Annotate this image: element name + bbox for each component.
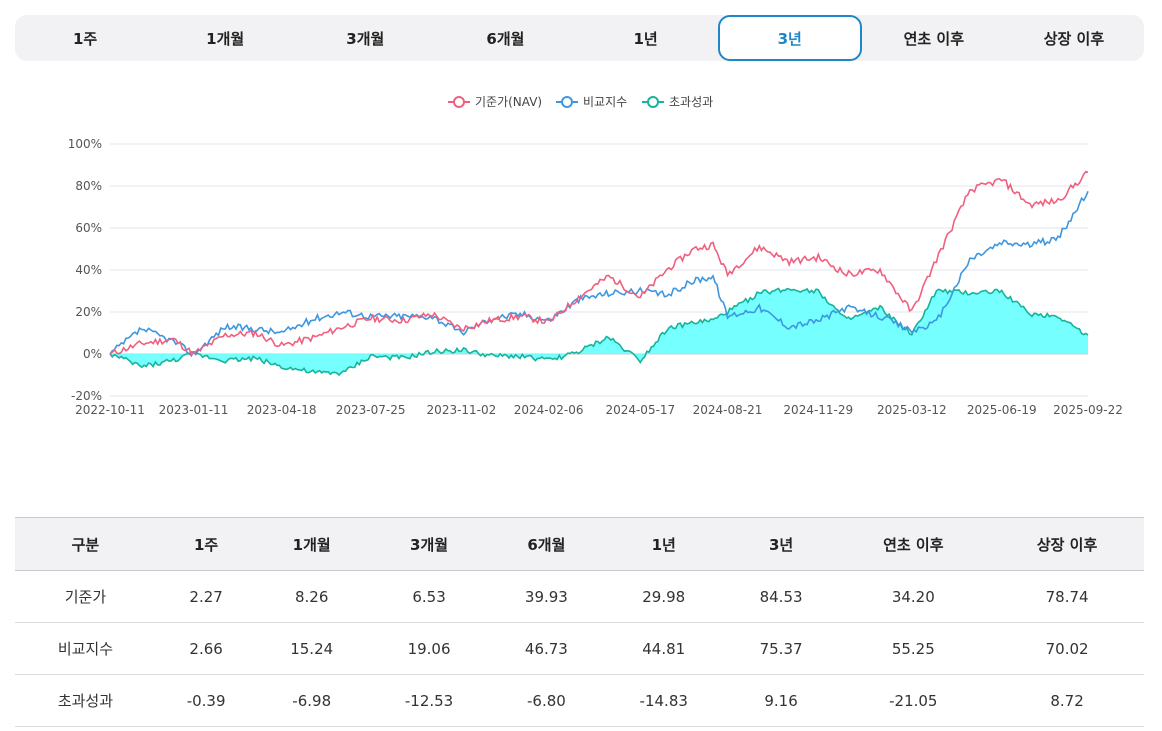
chart-legend: 기준가(NAV) 비교지수 초과성과	[448, 95, 713, 109]
table-cell: -6.80	[491, 674, 602, 727]
table-cell: 19.06	[367, 622, 492, 675]
tab-1w[interactable]: 1주	[72, 29, 98, 48]
table-cell: -12.53	[367, 674, 492, 727]
series-line-bench	[109, 191, 1089, 356]
table-row: 비교지수 2.66 15.24 19.06 46.73 44.81 75.37 …	[15, 622, 1144, 675]
legend-marker	[561, 96, 573, 108]
col-header: 상장 이후	[990, 517, 1144, 571]
legend-label: 비교지수	[583, 95, 627, 109]
table-cell: 8.72	[990, 674, 1144, 727]
tab-since-listing[interactable]: 상장 이후	[1043, 29, 1105, 48]
x-tick-label: 2024-08-21	[693, 403, 763, 417]
y-tick-label: -20%	[71, 389, 102, 403]
table-cell: 39.93	[491, 570, 602, 623]
returns-table: 구분 1주 1개월 3개월 6개월 1년 3년 연초 이후 상장 이후 기준가 …	[15, 517, 1144, 727]
y-tick-label: 60%	[75, 221, 102, 235]
col-header: 6개월	[491, 517, 602, 571]
x-tick-label: 2025-09-22	[1053, 403, 1123, 417]
y-tick-label: 0%	[83, 347, 102, 361]
table-cell: 2.27	[155, 570, 257, 623]
x-tick-label: 2023-04-18	[247, 403, 317, 417]
y-axis: 100% 80% 60% 40% 20% 0% -20%	[68, 137, 102, 403]
tab-1y[interactable]: 1년	[633, 29, 658, 48]
table-cell: 78.74	[990, 570, 1144, 623]
table-row: 기준가 2.27 8.26 6.53 39.93 29.98 84.53 34.…	[15, 570, 1144, 623]
col-header: 3년	[725, 517, 837, 571]
chart-plot	[109, 170, 1089, 377]
col-header: 구분	[15, 517, 156, 571]
table-cell: 9.16	[725, 674, 837, 727]
y-tick-label: 100%	[68, 137, 102, 151]
series-line-excess	[109, 287, 1089, 377]
legend-marker	[647, 96, 659, 108]
x-tick-label: 2025-06-19	[967, 403, 1037, 417]
x-tick-label: 2023-01-11	[159, 403, 229, 417]
legend-label: 초과성과	[669, 95, 713, 109]
legend-label: 기준가(NAV)	[475, 95, 542, 109]
col-header: 1주	[155, 517, 257, 571]
table-cell: 44.81	[601, 622, 726, 675]
table-cell: 비교지수	[15, 622, 156, 675]
y-tick-label: 80%	[75, 179, 102, 193]
excess-area	[110, 288, 1088, 375]
table-cell: -0.39	[155, 674, 257, 727]
tab-ytd[interactable]: 연초 이후	[903, 29, 965, 48]
table-cell: 2.66	[155, 622, 257, 675]
tab-6m[interactable]: 6개월	[486, 29, 525, 48]
table-cell: -6.98	[256, 674, 368, 727]
table-header-row: 구분 1주 1개월 3개월 6개월 1년 3년 연초 이후 상장 이후	[15, 517, 1144, 571]
table-row: 초과성과 -0.39 -6.98 -12.53 -6.80 -14.83 9.1…	[15, 674, 1144, 727]
table-cell: 70.02	[990, 622, 1144, 675]
table-cell: 55.25	[836, 622, 991, 675]
table-cell: 초과성과	[15, 674, 156, 727]
x-tick-label: 2022-10-11	[75, 403, 145, 417]
col-header: 1개월	[256, 517, 368, 571]
x-tick-label: 2024-11-29	[783, 403, 853, 417]
table-cell: 84.53	[725, 570, 837, 623]
x-tick-label: 2024-05-17	[605, 403, 675, 417]
performance-chart: 기준가(NAV) 비교지수 초과성과 100%80%60%40%20%0%-20% …	[68, 95, 1123, 417]
table-cell: 기준가	[15, 570, 156, 623]
table-cell: 29.98	[601, 570, 726, 623]
tab-3y[interactable]: 3년	[717, 15, 862, 61]
x-axis: 2022-10-11 2023-01-11 2023-04-18 2023-07-25…	[75, 403, 1123, 417]
col-header: 3개월	[367, 517, 492, 571]
period-tabs: 1주 1개월 3개월 6개월 1년 3년 연초 이후 상장 이후	[15, 15, 1144, 61]
table-cell: 34.20	[836, 570, 991, 623]
y-tick-label: 40%	[75, 263, 102, 277]
table-cell: 6.53	[367, 570, 492, 623]
x-tick-label: 2023-07-25	[336, 403, 406, 417]
x-tick-label: 2024-02-06	[514, 403, 584, 417]
tab-3m[interactable]: 3개월	[346, 29, 385, 48]
x-tick-label: 2023-11-02	[427, 403, 497, 417]
legend-marker	[453, 96, 465, 108]
col-header: 연초 이후	[836, 517, 991, 571]
table-cell: 46.73	[491, 622, 602, 675]
table-cell: 8.26	[256, 570, 368, 623]
table-cell: -14.83	[601, 674, 726, 727]
table-cell: 75.37	[725, 622, 837, 675]
x-tick-label: 2025-03-12	[877, 403, 947, 417]
y-tick-label: 20%	[75, 305, 102, 319]
table-cell: 15.24	[256, 622, 368, 675]
col-header: 1년	[601, 517, 726, 571]
table-cell: -21.05	[836, 674, 991, 727]
tab-1m[interactable]: 1개월	[206, 29, 245, 48]
series-line-nav	[109, 170, 1089, 357]
